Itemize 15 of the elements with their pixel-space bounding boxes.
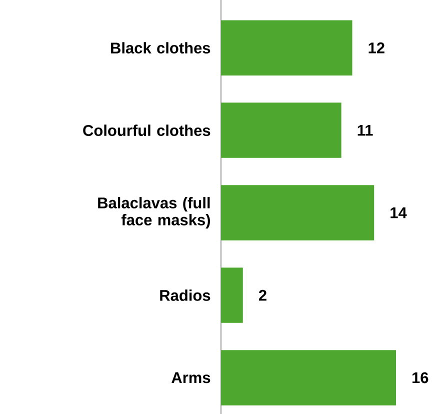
y-tick-label: Radios bbox=[160, 290, 210, 301]
y-tick-label: Arms bbox=[172, 372, 210, 384]
y-tick-label: Colourful clothes bbox=[83, 124, 210, 136]
data-label: 14 bbox=[390, 207, 407, 218]
y-tick-label: Black clothes bbox=[111, 42, 210, 54]
data-label: 12 bbox=[368, 42, 384, 54]
bar bbox=[221, 185, 374, 240]
bar bbox=[221, 350, 396, 406]
data-label: 16 bbox=[412, 372, 428, 384]
bar bbox=[221, 20, 352, 76]
y-tick-label: Balaclavas (full face masks) bbox=[98, 197, 210, 228]
bar bbox=[221, 268, 243, 323]
bar bbox=[221, 102, 342, 158]
data-label: 2 bbox=[258, 290, 266, 301]
data-label: 11 bbox=[358, 124, 373, 136]
